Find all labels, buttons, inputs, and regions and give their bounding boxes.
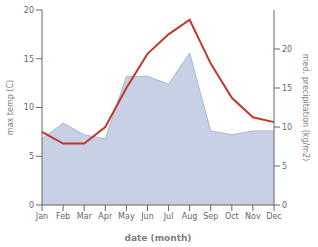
svg-text:0: 0 [29,201,34,210]
svg-text:Apr: Apr [98,212,113,221]
svg-text:Mar: Mar [77,212,93,221]
svg-text:Jun: Jun [140,212,154,221]
svg-text:15: 15 [24,55,34,64]
svg-text:Aug: Aug [182,212,198,221]
svg-text:10: 10 [24,103,34,112]
svg-text:Dec: Dec [266,212,281,221]
svg-text:Nov: Nov [245,212,261,221]
svg-text:Feb: Feb [56,212,70,221]
svg-text:max temp (C): max temp (C) [8,80,15,135]
svg-text:Jan: Jan [35,212,48,221]
svg-text:May: May [118,212,135,221]
svg-text:date (month): date (month) [125,233,192,243]
svg-text:10: 10 [282,123,292,132]
svg-text:Jul: Jul [163,212,174,221]
svg-text:Oct: Oct [225,212,239,221]
svg-text:med. precipitation (kg/m2): med. precipitation (kg/m2) [301,54,310,161]
svg-text:Sep: Sep [203,212,218,221]
svg-text:20: 20 [24,6,34,15]
svg-text:20: 20 [282,45,292,54]
svg-text:0: 0 [282,201,287,210]
svg-text:5: 5 [282,162,287,171]
svg-text:15: 15 [282,84,292,93]
svg-text:5: 5 [29,152,34,161]
